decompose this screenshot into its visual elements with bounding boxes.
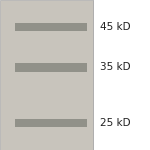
Bar xyxy=(15,63,87,72)
Bar xyxy=(15,119,87,127)
Text: 45 kD: 45 kD xyxy=(100,22,131,32)
Bar xyxy=(15,23,87,31)
Text: 25 kD: 25 kD xyxy=(100,118,131,128)
Bar xyxy=(0,0,93,150)
Text: 35 kD: 35 kD xyxy=(100,63,131,72)
